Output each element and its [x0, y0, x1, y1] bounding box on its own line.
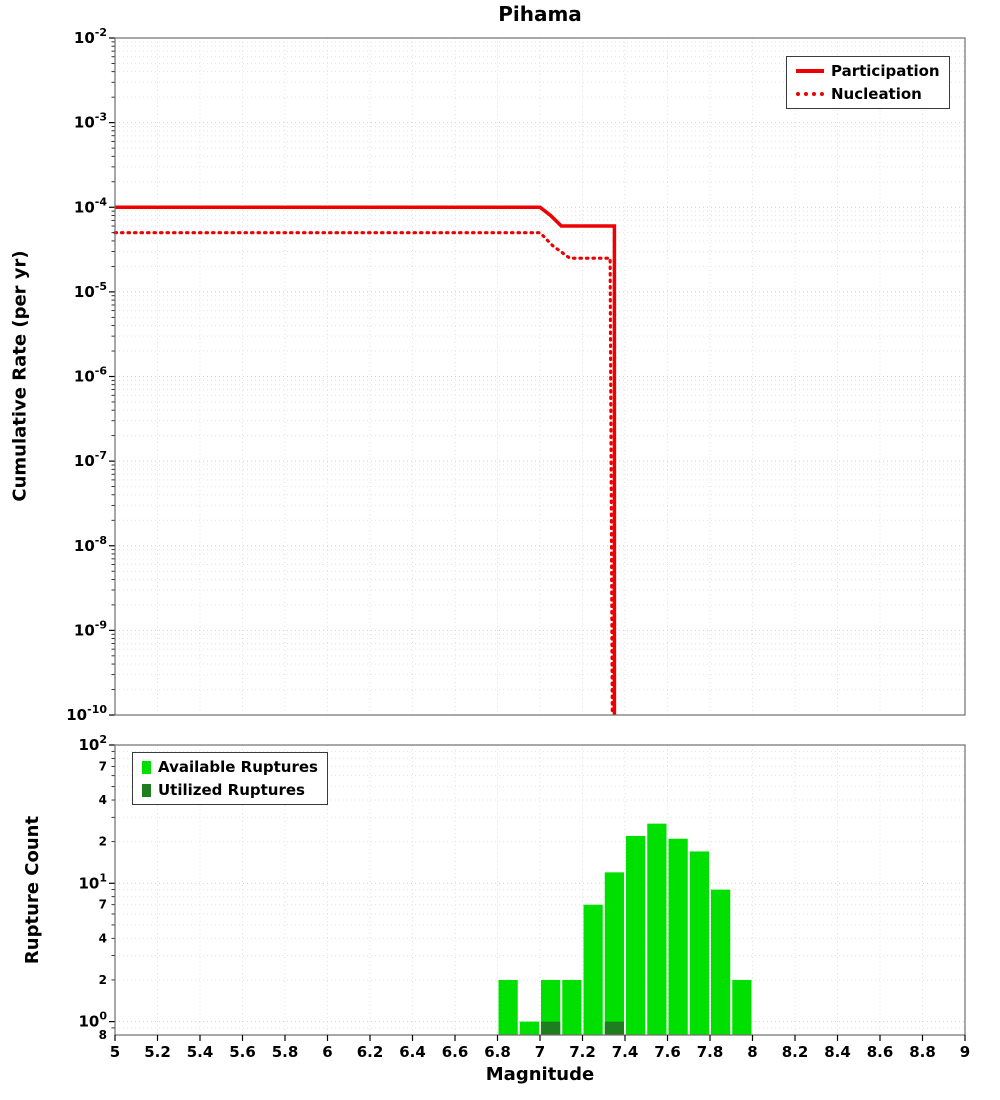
available-ruptures-bar — [689, 851, 709, 1035]
legend-item-nucleation: Nucleation — [796, 85, 940, 103]
svg-text:10-6: 10-6 — [74, 365, 107, 386]
svg-text:100: 100 — [78, 1010, 107, 1031]
available-ruptures-bar — [541, 979, 561, 1035]
svg-text:102: 102 — [78, 733, 107, 754]
available-ruptures-bar — [583, 904, 603, 1035]
participation-curve — [115, 205, 617, 715]
available-ruptures-bar — [668, 838, 688, 1035]
svg-text:8.4: 8.4 — [824, 1043, 851, 1061]
axes — [109, 37, 966, 1041]
svg-text:6.8: 6.8 — [484, 1043, 511, 1061]
y-axis-label-bottom: Rupture Count — [22, 815, 43, 965]
svg-text:10-3: 10-3 — [74, 111, 107, 132]
nucleation-curve — [113, 231, 614, 717]
svg-text:10-5: 10-5 — [74, 280, 107, 301]
svg-text:10-2: 10-2 — [74, 26, 107, 47]
legend-label-available: Available Ruptures — [158, 758, 318, 776]
svg-text:5.8: 5.8 — [272, 1043, 299, 1061]
available-ruptures-bar — [562, 979, 582, 1035]
gridlines — [114, 37, 966, 1035]
available-ruptures-swatch — [142, 760, 151, 774]
svg-text:5.6: 5.6 — [229, 1043, 256, 1061]
svg-text:9: 9 — [960, 1043, 970, 1061]
available-ruptures-bar — [498, 979, 518, 1035]
y-axis-label-top: Cumulative Rate (per yr) — [9, 250, 31, 502]
legend-item-participation: Participation — [796, 62, 940, 80]
svg-text:10-8: 10-8 — [74, 534, 107, 555]
svg-text:101: 101 — [78, 871, 107, 892]
svg-text:7.6: 7.6 — [654, 1043, 681, 1061]
svg-text:6.6: 6.6 — [442, 1043, 469, 1061]
legend-ruptures: Available Ruptures Utilized Ruptures — [132, 752, 328, 805]
utilized-ruptures-bar — [541, 1021, 561, 1035]
svg-text:7: 7 — [99, 759, 107, 773]
svg-text:5.4: 5.4 — [187, 1043, 214, 1061]
svg-text:8: 8 — [747, 1043, 757, 1061]
svg-text:6.4: 6.4 — [399, 1043, 426, 1061]
svg-text:8.6: 8.6 — [867, 1043, 894, 1061]
utilized-ruptures-bar — [604, 1021, 624, 1035]
legend-rates: Participation Nucleation — [786, 56, 950, 109]
available-ruptures-bar — [519, 1021, 539, 1035]
available-ruptures-bar — [604, 872, 624, 1035]
available-ruptures-bar — [732, 979, 752, 1035]
legend-label-nucleation: Nucleation — [831, 85, 922, 103]
utilized-ruptures-swatch — [142, 783, 151, 797]
svg-text:6: 6 — [322, 1043, 332, 1061]
svg-text:7: 7 — [99, 898, 107, 912]
svg-text:5: 5 — [110, 1043, 120, 1061]
svg-text:10-10: 10-10 — [66, 703, 107, 724]
legend-label-utilized: Utilized Ruptures — [158, 781, 305, 799]
nucleation-line-swatch — [796, 92, 824, 96]
legend-label-participation: Participation — [831, 62, 940, 80]
svg-text:10-9: 10-9 — [74, 618, 107, 639]
svg-text:4: 4 — [99, 793, 107, 807]
legend-item-utilized: Utilized Ruptures — [142, 781, 318, 799]
svg-text:5.2: 5.2 — [144, 1043, 171, 1061]
svg-text:10-7: 10-7 — [74, 449, 107, 470]
svg-text:8: 8 — [99, 1028, 107, 1042]
svg-text:7.2: 7.2 — [569, 1043, 596, 1061]
chart-series — [113, 205, 752, 1035]
chart-title: Pihama — [498, 2, 582, 26]
svg-text:10-4: 10-4 — [74, 195, 107, 216]
svg-text:7.4: 7.4 — [612, 1043, 639, 1061]
participation-line-swatch — [796, 69, 824, 73]
svg-text:4: 4 — [99, 931, 107, 945]
svg-text:2: 2 — [99, 973, 107, 987]
legend-item-available: Available Ruptures — [142, 758, 318, 776]
svg-text:2: 2 — [99, 835, 107, 849]
available-ruptures-bar — [711, 889, 731, 1035]
svg-text:8.2: 8.2 — [782, 1043, 809, 1061]
x-axis-label: Magnitude — [485, 1064, 595, 1085]
tick-labels: 10-2 10-3 10-4 10-5 10-6 10-7 10-8 10-9 10-10 102… — [66, 26, 970, 1061]
available-ruptures-bar — [647, 823, 667, 1035]
available-ruptures-bar — [626, 835, 646, 1035]
svg-text:7.8: 7.8 — [697, 1043, 724, 1061]
svg-text:6.2: 6.2 — [357, 1043, 384, 1061]
svg-text:7: 7 — [535, 1043, 545, 1061]
svg-text:8.8: 8.8 — [909, 1043, 936, 1061]
